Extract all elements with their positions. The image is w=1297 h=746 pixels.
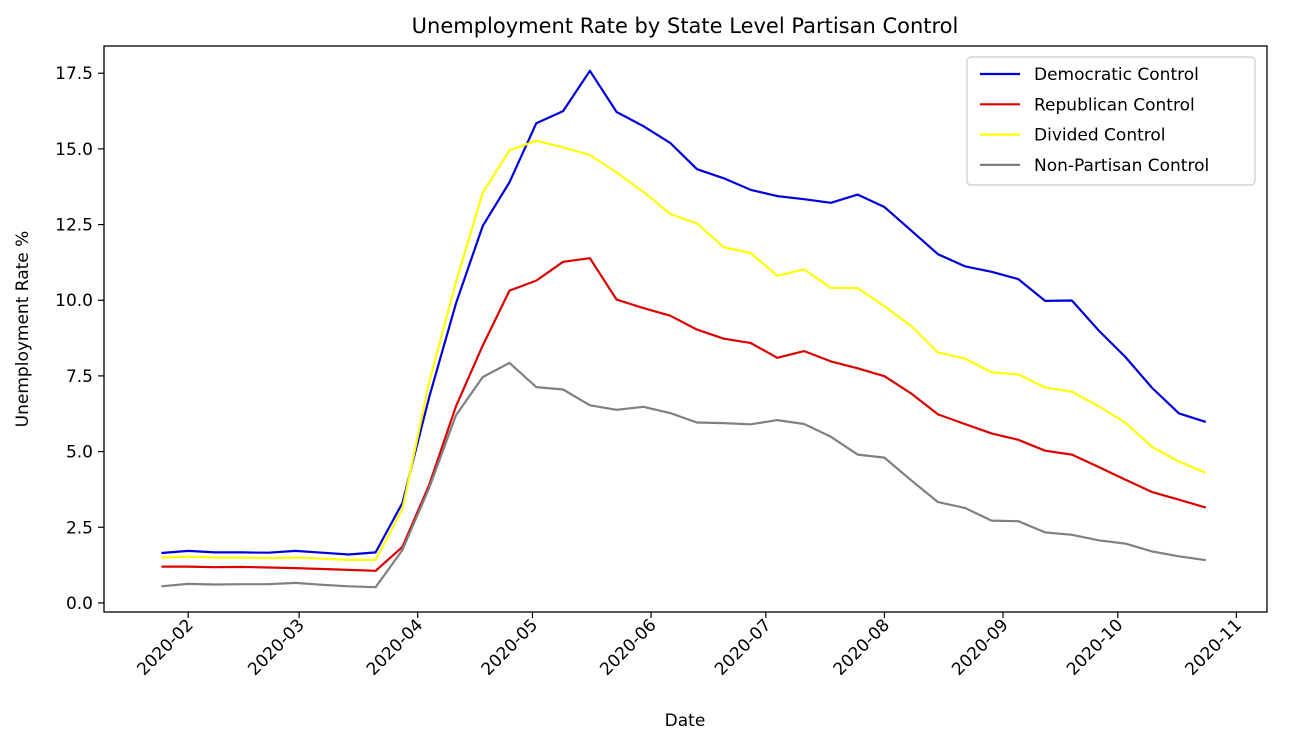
y-tick-label: 5.0 xyxy=(66,443,93,463)
x-tick-label: 2020-04 xyxy=(363,615,427,679)
x-tick-label: 2020-07 xyxy=(711,615,775,679)
legend-label: Divided Control xyxy=(1034,126,1166,146)
legend-box xyxy=(966,56,1256,186)
x-axis-label: Date xyxy=(665,711,706,731)
y-tick-label: 12.5 xyxy=(55,216,93,236)
series-line-4 xyxy=(161,361,1206,589)
series-line-3 xyxy=(161,139,1207,562)
y-tick-label: 7.5 xyxy=(66,367,93,387)
y-tick-label: 0.0 xyxy=(66,594,93,614)
x-tick-label: 2020-06 xyxy=(596,615,660,679)
y-tick-label: 10.0 xyxy=(55,291,93,311)
x-tick-label: 2020-02 xyxy=(133,615,197,679)
x-tick-label: 2020-05 xyxy=(478,615,542,679)
y-tick-label: 2.5 xyxy=(66,518,93,538)
legend-label: Non-Partisan Control xyxy=(1034,156,1209,176)
x-tick-label: 2020-10 xyxy=(1063,615,1127,679)
y-tick-label: 15.0 xyxy=(55,140,93,160)
legend-label: Democratic Control xyxy=(1034,65,1199,85)
x-tick-label: 2020-03 xyxy=(244,615,308,679)
x-axis: 2020-02 2020-03 2020-04 2020-05 2020-06 2020-… xyxy=(133,612,1246,680)
chart-title: Unemployment Rate by State Level Partisa… xyxy=(412,14,959,38)
series-line-1 xyxy=(161,69,1207,556)
legend: Democratic Control Republican Control Divi… xyxy=(966,56,1256,186)
series-line-2 xyxy=(161,257,1207,572)
y-tick-label: 17.5 xyxy=(55,64,93,84)
y-axis: 0.0 2.5 5.0 7.5 10.0 12.5 15.0 17.5 xyxy=(55,64,104,614)
series-layer xyxy=(161,69,1207,589)
plot-frame xyxy=(103,45,1268,613)
x-tick-label: 2020-11 xyxy=(1182,615,1246,679)
legend-label: Republican Control xyxy=(1034,95,1195,115)
x-tick-label: 2020-08 xyxy=(830,615,894,679)
y-axis-label: Unemployment Rate % xyxy=(13,231,33,428)
x-tick-label: 2020-09 xyxy=(948,615,1012,679)
